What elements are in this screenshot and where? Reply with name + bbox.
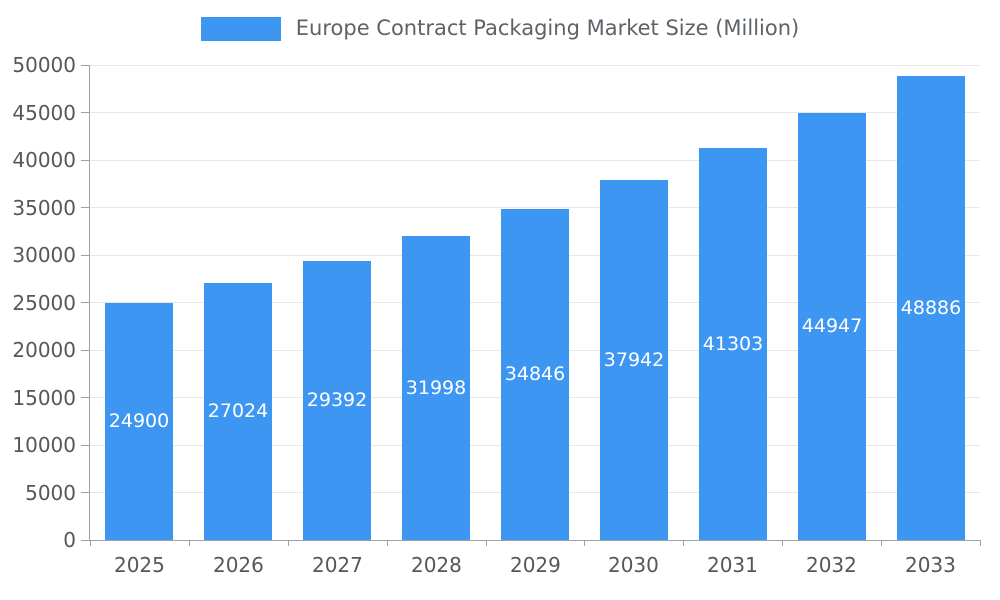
x-axis-tick	[485, 540, 487, 546]
y-axis-tick	[81, 64, 89, 66]
y-axis-label: 5000	[25, 480, 76, 505]
gridline	[90, 112, 980, 113]
x-axis-label: 2027	[311, 553, 363, 577]
y-axis-tick	[81, 444, 89, 446]
bar: 29392	[303, 261, 371, 540]
x-axis-tick	[287, 540, 289, 546]
bar: 24900	[105, 303, 173, 540]
bar: 37942	[600, 180, 668, 540]
bar-value-label: 29392	[306, 389, 368, 411]
y-axis-label: 10000	[12, 433, 76, 457]
x-axis-label: 2032	[805, 553, 857, 577]
bar: 27024	[204, 283, 272, 540]
bar: 31998	[402, 236, 470, 540]
x-axis-tick	[188, 540, 190, 546]
bar-value-label: 44947	[801, 315, 863, 337]
bar: 44947	[798, 113, 866, 540]
bar-value-label: 41303	[702, 332, 764, 355]
y-axis-label: 40000	[12, 148, 76, 172]
bar: 48886	[897, 76, 965, 540]
x-axis-tick	[979, 540, 981, 546]
x-axis-tick	[583, 540, 585, 546]
y-axis-label: 25000	[12, 290, 76, 315]
y-axis-label: 0	[63, 528, 76, 552]
x-axis-tick	[386, 540, 388, 546]
y-axis-tick	[81, 159, 89, 161]
y-axis-label: 30000	[12, 243, 76, 267]
x-axis-label: 2026	[212, 553, 264, 577]
bar-value-label: 31998	[405, 376, 467, 399]
y-axis-label: 20000	[12, 338, 76, 362]
legend-swatch-icon	[200, 16, 281, 41]
gridline	[90, 64, 980, 66]
chart-title: Europe Contract Packaging Market Size (M…	[295, 16, 800, 40]
x-axis-label: 2029	[509, 553, 561, 577]
bar: 41303	[699, 148, 767, 540]
gridline	[90, 159, 980, 161]
y-axis-tick	[81, 112, 89, 113]
y-axis-tick	[81, 492, 89, 493]
y-axis-label: 45000	[12, 100, 76, 125]
bar-value-label: 34846	[504, 363, 566, 385]
gridline	[90, 207, 980, 208]
y-axis-tick	[81, 397, 89, 398]
y-axis-line	[89, 65, 90, 540]
x-axis-label: 2025	[113, 553, 165, 577]
bar-value-label: 48886	[900, 296, 962, 319]
plot-area: 0 5000 10000 15000 20000 25000 30000 35000 40000…	[12, 55, 981, 575]
y-axis-tick	[81, 302, 89, 303]
x-axis-tick	[682, 540, 684, 546]
x-axis-line	[89, 539, 980, 541]
y-axis-label: 50000	[12, 53, 76, 77]
y-axis-label: 15000	[12, 385, 76, 410]
y-axis-tick	[81, 349, 89, 351]
bar-value-label: 37942	[603, 348, 665, 371]
y-axis-label: 35000	[12, 195, 76, 220]
bar: 34846	[501, 209, 569, 540]
bar-value-label: 24900	[108, 410, 170, 432]
x-axis-label: 2028	[410, 553, 462, 577]
x-axis-label: 2031	[706, 553, 758, 577]
chart-legend: Europe Contract Packaging Market Size (M…	[0, 16, 1000, 41]
x-axis-label: 2030	[607, 553, 659, 577]
y-axis-tick	[81, 254, 89, 256]
x-axis-label: 2033	[904, 553, 956, 577]
y-axis-tick	[81, 539, 89, 541]
bar-value-label: 27024	[207, 400, 269, 422]
x-axis-tick	[880, 540, 882, 546]
x-axis-tick	[781, 540, 783, 546]
x-axis-tick	[89, 540, 91, 546]
y-axis-tick	[81, 207, 89, 208]
